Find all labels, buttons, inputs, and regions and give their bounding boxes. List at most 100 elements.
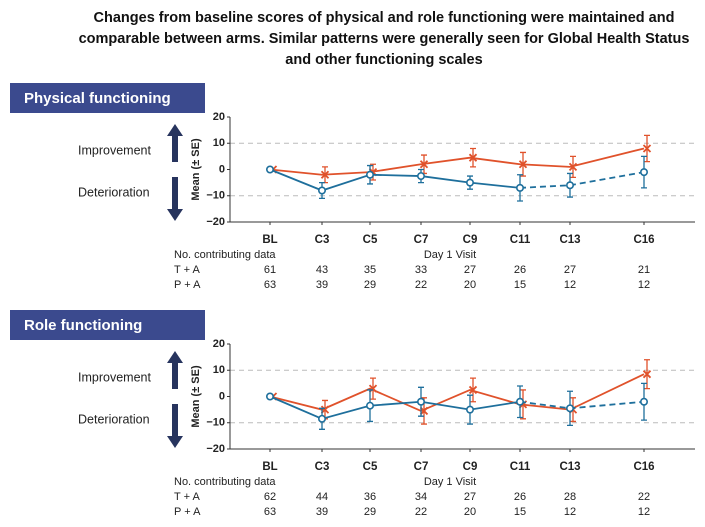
series-line [269,168,521,192]
count: 61 [264,264,276,276]
y-tick-label: 20 [213,111,225,123]
x-tick-label: C3 [315,461,330,473]
marker [468,385,478,395]
count: 29 [364,279,376,291]
x-axis-label: Day 1 Visit [424,476,476,488]
count: 12 [564,506,576,518]
series-line [269,373,645,412]
marker [515,397,524,406]
count: 33 [415,264,427,276]
count: 22 [415,506,427,518]
count: 35 [364,264,376,276]
y-tick-label: 10 [213,364,225,376]
page-title: Changes from baseline scores of physical… [94,10,675,26]
marker [419,160,429,169]
marker [465,405,474,414]
panel: Role functioning Improvement Deterioration… [10,310,695,518]
count: 22 [638,491,650,503]
y-axis-label: Mean (± SE) [190,365,202,428]
x-tick-label: BL [262,461,277,473]
x-tick-label: C3 [315,234,330,246]
count: 26 [514,491,526,503]
y-tick-label: 0 [219,163,225,175]
x-tick-label: C11 [510,234,531,246]
panel-title: Physical functioning [24,90,171,107]
marker [465,178,474,187]
count-row-label: P + A [174,506,201,518]
count: 39 [316,506,328,518]
count: 63 [264,279,276,291]
count: 36 [364,491,376,503]
marker [468,153,478,162]
count: 27 [564,264,576,276]
count: 62 [264,491,276,503]
x-tick-label: C7 [414,234,429,246]
y-tick-label: −10 [206,417,225,429]
marker [642,370,652,379]
x-tick-label: C16 [633,234,654,246]
page-title: and other functioning scales [285,52,482,68]
marker [419,406,429,416]
x-tick-label: BL [262,234,277,246]
series-line [269,395,521,420]
count: 26 [514,264,526,276]
count: 21 [638,264,650,276]
marker [317,414,326,423]
count-row-label: T + A [174,491,200,503]
marker [416,397,425,406]
marker [265,165,274,174]
count: 12 [638,506,650,518]
marker [639,397,648,406]
y-tick-label: −20 [206,216,225,228]
marker [565,404,574,413]
panel-title: Role functioning [24,317,142,334]
marker [365,170,374,179]
count: 63 [264,506,276,518]
x-tick-label: C16 [633,461,654,473]
annotation: Improvement [78,143,151,157]
marker [515,183,524,192]
y-tick-label: −10 [206,190,225,202]
annotation: Deterioration [78,185,150,199]
marker [320,405,330,414]
y-tick-label: 10 [213,137,225,149]
y-tick-label: 20 [213,338,225,350]
marker [642,144,652,153]
down-arrow [167,177,183,221]
marker [320,170,330,179]
marker [365,401,374,410]
x-tick-label: C5 [363,234,378,246]
count: 43 [316,264,328,276]
count: 15 [514,506,526,518]
count-row-label: T + A [174,264,200,276]
panel-title-box [10,310,205,340]
count: 12 [638,279,650,291]
count: 27 [464,491,476,503]
panel: Physical functioning Improvement Deteriora… [10,83,695,291]
count: 15 [514,279,526,291]
count: 34 [415,491,427,503]
y-tick-label: −20 [206,443,225,455]
marker [368,384,378,393]
count: 27 [464,264,476,276]
count: 29 [364,506,376,518]
annotation: Improvement [78,370,151,384]
count: 20 [464,506,476,518]
y-tick-label: 0 [219,390,225,402]
series-line [519,171,645,189]
marker [568,162,578,172]
x-tick-label: C13 [559,461,580,473]
x-tick-label: C11 [510,461,531,473]
x-tick-label: C13 [559,234,580,246]
count: 39 [316,279,328,291]
marker [518,160,528,169]
marker [565,181,574,190]
page-title: comparable between arms. Similar pattern… [79,31,690,47]
count: 20 [464,279,476,291]
marker [639,168,648,177]
panel-title-box [10,83,205,113]
count: 12 [564,279,576,291]
marker [265,392,274,401]
series-line [269,147,645,176]
